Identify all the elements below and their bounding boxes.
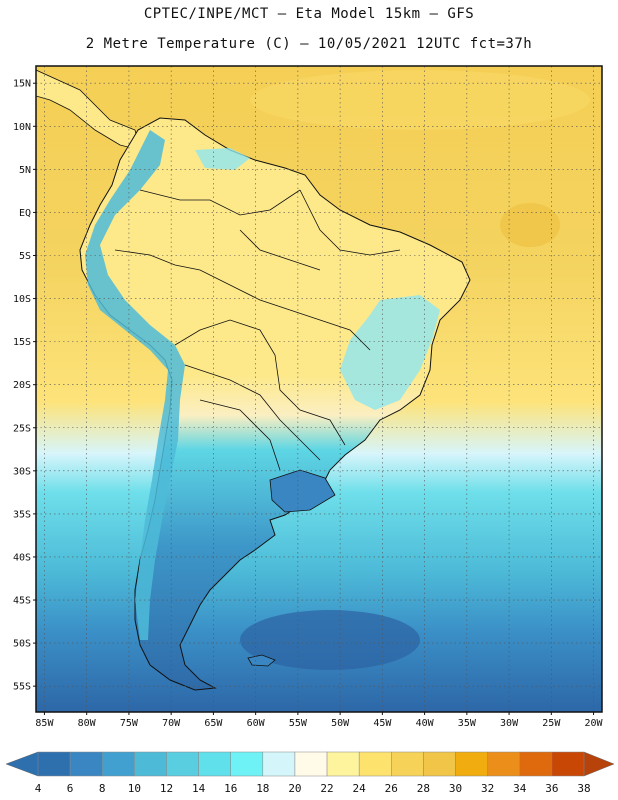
colorbar-label: 30 xyxy=(449,782,462,795)
latitude-label: 20S xyxy=(13,380,31,391)
latitude-label: 40S xyxy=(13,552,31,563)
latitude-label: 15S xyxy=(13,337,31,348)
longitude-label: 25W xyxy=(542,718,561,729)
latitude-label: 50S xyxy=(13,639,31,650)
colorbar-swatch xyxy=(134,751,167,777)
colorbar-label: 16 xyxy=(224,782,237,795)
colorbar-label: 38 xyxy=(577,782,590,795)
colorbar-label: 26 xyxy=(385,782,398,795)
latitude-label: 5N xyxy=(19,165,31,176)
colorbar-high-arrow xyxy=(583,751,615,777)
country-borders xyxy=(114,189,401,471)
latitude-label: 45S xyxy=(13,596,31,607)
colorbar-label: 10 xyxy=(128,782,141,795)
colorbar-swatch xyxy=(166,751,199,777)
colorbar-label: 32 xyxy=(481,782,494,795)
latitude-label: 10S xyxy=(13,294,31,305)
latitude-label: EQ xyxy=(19,208,31,219)
latitude-label: 10N xyxy=(13,122,31,133)
colorbar-label: 12 xyxy=(160,782,173,795)
colorbar-low-arrow xyxy=(5,751,39,777)
colorbar-label: 36 xyxy=(545,782,558,795)
colorbar-swatch xyxy=(519,751,553,777)
longitude-label: 85W xyxy=(35,718,54,729)
longitude-label: 50W xyxy=(331,718,350,729)
longitude-label: 45W xyxy=(373,718,392,729)
latitude-labels: 15N 10N 5N EQ 5S 10S 15S 20S 25S 30S 35S 40S 45S 50S 5… xyxy=(13,79,31,693)
latitude-label: 55S xyxy=(13,682,31,693)
warm-pool-atlantic xyxy=(500,203,560,247)
colorbar-label: 34 xyxy=(513,782,527,795)
colorbar-swatch xyxy=(423,751,456,777)
latitude-label: 15N xyxy=(13,79,31,90)
falkland-islands xyxy=(247,654,276,667)
longitude-label: 65W xyxy=(204,718,223,729)
colorbar-swatch xyxy=(101,751,135,777)
colorbar-label: 28 xyxy=(417,782,430,795)
colorbar-label: 18 xyxy=(256,782,269,795)
longitude-label: 80W xyxy=(78,718,97,729)
longitude-labels: 85W 80W 75W 70W 65W 60W 55W 50W 45W 40W 35W 30W 25W 2… xyxy=(35,718,603,729)
uruguay-region xyxy=(269,469,336,513)
colorbar-swatch xyxy=(37,751,71,777)
latitude-label: 30S xyxy=(13,466,31,477)
longitude-label: 20W xyxy=(585,718,604,729)
colorbar-swatch xyxy=(326,751,360,777)
colorbar-label: 24 xyxy=(353,782,367,795)
colorbar-swatch xyxy=(487,751,521,777)
longitude-label: 70W xyxy=(162,718,181,729)
longitude-label: 30W xyxy=(500,718,519,729)
colorbar-swatch xyxy=(198,751,231,777)
colorbar-swatch xyxy=(69,751,103,777)
colorbar-label: 22 xyxy=(320,782,333,795)
longitude-label: 75W xyxy=(120,718,139,729)
colorbar-label: 14 xyxy=(192,782,206,795)
colorbar-swatch xyxy=(455,751,488,777)
central-america-land xyxy=(36,69,141,151)
colorbar-swatch xyxy=(230,751,264,777)
cold-pool-south-atlantic xyxy=(240,610,420,670)
map-title-line-2: 2 Metre Temperature (C) – 10/05/2021 12U… xyxy=(85,36,533,52)
colorbar-swatch xyxy=(358,751,392,777)
longitude-label: 40W xyxy=(416,718,435,729)
latitude-label: 35S xyxy=(13,509,31,520)
colorbar-label: 8 xyxy=(99,782,106,795)
colorbar-label: 6 xyxy=(67,782,74,795)
longitude-label: 55W xyxy=(289,718,308,729)
colorbar-label: 4 xyxy=(35,782,42,795)
map-title-line-1: CPTEC/INPE/MCT – Eta Model 15km – GFS xyxy=(143,6,475,22)
colorbar-swatch xyxy=(551,751,585,777)
warm-band-caribbean xyxy=(250,70,590,130)
colorbar-swatch xyxy=(294,751,328,777)
map-frame xyxy=(35,65,603,713)
colorbar-swatch xyxy=(262,751,296,777)
guiana-highlands-cool-area xyxy=(195,148,250,170)
latitude-label: 5S xyxy=(19,251,31,262)
brazil-highlands-cool-area xyxy=(340,295,440,410)
latitude-label: 25S xyxy=(13,423,31,434)
longitude-label: 35W xyxy=(458,718,477,729)
colorbar-swatch xyxy=(391,751,424,777)
longitude-label: 60W xyxy=(247,718,266,729)
colorbar-label: 20 xyxy=(288,782,301,795)
andes-cold-strip xyxy=(85,130,185,640)
